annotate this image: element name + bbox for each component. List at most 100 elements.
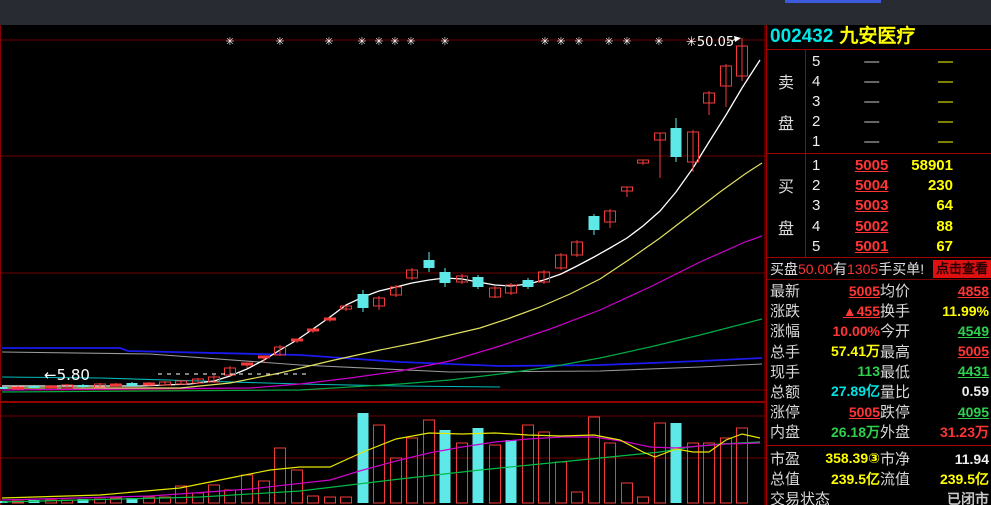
buy-row[interactable]: 4 5002 88 [806, 218, 991, 235]
candle-up [324, 317, 336, 321]
volume-bar-up [307, 495, 319, 504]
volume-bar-up [291, 469, 303, 504]
volume-bar-down [472, 428, 484, 503]
buy-level: 1 [812, 156, 821, 174]
buy-row[interactable]: 3 5003 64 [806, 197, 991, 214]
peak-price-arrow [726, 38, 737, 44]
volume-bar-up [159, 496, 171, 504]
stat-label: 均价 [880, 283, 911, 300]
alert-text-part: 手买单! [878, 261, 925, 277]
stat-label: 今开 [880, 323, 911, 341]
sell-row[interactable]: 2 — — [806, 113, 991, 130]
quote-stats-secondary: 市盈 358.39③ 市净 11.94 总值 239.5亿 流值 239.5亿 交易状态 已闭市 [767, 448, 991, 505]
candle-up [12, 386, 24, 390]
stat-value: 113 [857, 363, 880, 380]
sell-volume: — [938, 133, 953, 151]
stat-value: 26.18万 [830, 423, 880, 440]
stat-label: 现手 [770, 363, 801, 381]
candle-up [241, 362, 253, 366]
candle-up [307, 328, 319, 332]
candle-up [291, 338, 303, 342]
sell-row[interactable]: 4 — — [806, 73, 991, 90]
candle-up [489, 287, 501, 298]
stat-label: 市净 [880, 451, 911, 468]
candle-up [340, 305, 352, 310]
volume-bar-down [126, 498, 138, 503]
volume-bar-up [324, 496, 336, 504]
sell-row[interactable]: 1 — — [806, 133, 991, 150]
volume-bar-up [720, 437, 732, 504]
candle-up [571, 241, 583, 256]
toolbar-active-tab-indicator [785, 0, 881, 3]
candle-up [505, 284, 517, 294]
volume-bar-up [340, 496, 352, 504]
volume-bar-up [143, 496, 155, 504]
candlestick-chart[interactable]: ✳ ✳ ✳ ✳ ✳ ✳ ✳ ✳ ✳ ✳ ✳ ✳ ✳ ✳ ✳50.05 ←5.80 [0, 25, 766, 505]
stat-label: 总额 [770, 383, 801, 401]
candle-down [28, 386, 40, 388]
sell-label-char: 盘 [777, 116, 794, 134]
stat-row: 总手 57.41万 最高 5005 [767, 341, 991, 361]
sell-volume: — [938, 92, 953, 110]
sell-volume: — [938, 113, 953, 131]
candle-up [621, 186, 633, 192]
sell-price: — [864, 72, 880, 90]
stat-label: 量比 [880, 383, 911, 401]
limit-up-marker-icon: ✳ [556, 35, 565, 48]
peak-price-label: ✳50.05 [686, 35, 734, 50]
candle-up [538, 271, 550, 283]
stat-label: 最低 [880, 363, 911, 381]
stat-label: 外盘 [880, 424, 911, 442]
buy-row[interactable]: 2 5004 230 [806, 177, 991, 194]
alert-text-part: 有 [833, 261, 848, 277]
candle-up [224, 367, 236, 376]
stat-row: 总额 27.89亿 量比 0.59 [767, 381, 991, 401]
limit-up-marker-icon: ✳ [574, 35, 583, 48]
volume-bar-down [505, 440, 517, 503]
buy-row[interactable]: 5 5001 67 [806, 238, 991, 255]
vol-ma-yellow [1, 432, 761, 499]
view-details-button[interactable]: 点击查看 [932, 260, 991, 278]
candle-up [555, 254, 567, 269]
limit-up-marker-icon: ✳ [374, 35, 383, 48]
candle-up [456, 275, 468, 283]
candle-up [208, 376, 220, 383]
sell-row[interactable]: 5 — — [806, 53, 991, 70]
sell-label-char: 卖 [777, 74, 794, 92]
ma-line-cyan [1, 376, 501, 388]
buy-level: 3 [812, 197, 821, 215]
volume-bar-up [489, 444, 501, 504]
volume-bar-up [621, 482, 633, 504]
quote-panel: 002432 九安医疗 卖盘 5— —4— —3— —2— —1— — 买盘 1 5005 58… [766, 25, 991, 505]
candle-up [274, 346, 286, 356]
sell-level: 2 [812, 113, 821, 131]
volume-bar-up [538, 431, 550, 504]
stat-value: 31.23万 [939, 423, 989, 440]
candle-up [94, 383, 106, 388]
toolbar[interactable] [0, 0, 991, 25]
sell-row[interactable]: 3 — — [806, 93, 991, 110]
volume-bar-up [522, 424, 534, 504]
buy-price: 5004 [855, 177, 889, 195]
stat-value: 239.5亿 [830, 470, 880, 487]
volume-bar-down [439, 430, 451, 503]
candle-up [703, 92, 715, 104]
buy-row[interactable]: 1 5005 58901 [806, 157, 991, 174]
volume-bar-up [571, 491, 583, 504]
stat-value: 5005 [848, 282, 880, 299]
volume-bar-up [208, 484, 220, 504]
limit-up-marker-icon: ✳ [440, 35, 449, 48]
candle-up [687, 131, 699, 163]
candle-down [439, 272, 451, 283]
candle-up [654, 132, 666, 141]
stat-value: 4858 [957, 282, 989, 299]
stat-value: 4095 [957, 403, 989, 420]
stat-value: 57.41万 [830, 343, 880, 360]
big-buy-order-alert: 买盘50.00有1305手买单! 点击查看 [767, 258, 991, 280]
stat-value: ▲455 [842, 302, 880, 319]
stock-name: 九安医疗 [839, 26, 916, 47]
volume-bar-up [406, 437, 418, 504]
buy-level: 5 [812, 238, 821, 256]
volume-bar-up [192, 492, 204, 504]
